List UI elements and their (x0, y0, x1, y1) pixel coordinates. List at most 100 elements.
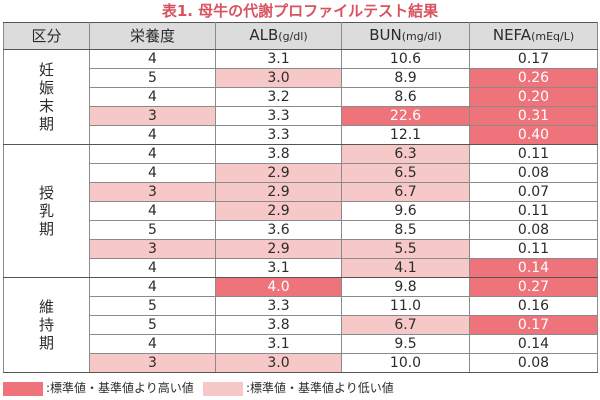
cell-bun: 6.5 (341, 163, 470, 183)
table-row: 3 3.3 22.6 0.31 (4, 106, 598, 126)
cell-alb: 2.9 (215, 201, 342, 221)
header-alb: ALB(g/dl) (215, 22, 342, 50)
table-row: 3 2.9 6.7 0.07 (4, 182, 598, 202)
cell-nefa: 0.11 (469, 144, 598, 164)
cell-bun: 10.6 (341, 49, 470, 69)
legend-label-low: :標準値・基準値より低い値 (246, 381, 394, 395)
group-label-char: 娠 (38, 79, 54, 97)
cell-bun: 6.7 (341, 182, 470, 202)
cell-nutrition-score: 3 (89, 106, 216, 126)
cell-bun: 9.5 (341, 334, 470, 354)
cell-nutrition-score: 4 (89, 258, 216, 278)
header-bun: BUN(mg/dl) (341, 22, 470, 50)
group-label-cell: 妊娠末期 (3, 49, 90, 145)
header-label: NEFA (492, 26, 532, 44)
cell-nefa: 0.27 (469, 277, 598, 297)
cell-alb: 3.1 (215, 258, 342, 278)
cell-nutrition-score: 4 (89, 125, 216, 145)
cell-nefa: 0.08 (469, 163, 598, 183)
group-label-char: 授 (38, 184, 54, 202)
table-row: 妊娠末期 4 3.1 10.6 0.17 (3, 49, 598, 145)
group-label-char: 妊 (38, 61, 54, 79)
cell-bun: 9.8 (341, 277, 470, 297)
cell-nutrition-score: 4 (89, 49, 216, 69)
cell-bun: 8.9 (341, 68, 470, 88)
cell-nefa: 0.26 (469, 68, 598, 88)
cell-nutrition-score: 5 (89, 296, 216, 316)
cell-alb: 4.0 (215, 277, 342, 297)
group-label-cell: 維持期 (3, 277, 90, 373)
table-row: 4 2.9 6.5 0.08 (4, 163, 598, 183)
group-label-char: 期 (38, 220, 54, 238)
cell-bun: 22.6 (341, 106, 470, 126)
table-row: 4 3.3 12.1 0.40 (4, 125, 598, 145)
cell-nutrition-score: 5 (89, 68, 216, 88)
cell-alb: 3.3 (215, 106, 342, 126)
header-unit: (g/dl) (278, 30, 308, 43)
cell-nefa: 0.11 (469, 201, 598, 221)
group-label-char: 期 (38, 334, 54, 352)
header-unit: (mg/dl) (401, 30, 442, 43)
legend-swatch-low (203, 381, 243, 396)
cell-nutrition-score: 3 (89, 353, 216, 373)
table-title: 表1. 母牛の代謝プロファイルテスト結果 (161, 2, 439, 20)
table-row: 4 3.1 9.5 0.14 (4, 334, 598, 354)
table-row: 5 3.8 6.7 0.17 (4, 315, 598, 335)
cell-alb: 3.2 (215, 87, 342, 107)
cell-nefa: 0.31 (469, 106, 598, 126)
group-label-char: 末 (38, 97, 54, 115)
cell-alb: 3.0 (215, 353, 342, 373)
cell-nutrition-score: 5 (89, 315, 216, 335)
group-label-char: 期 (38, 115, 54, 133)
cell-alb: 3.1 (215, 334, 342, 354)
table-row: 5 3.0 8.9 0.26 (4, 68, 598, 88)
cell-bun: 12.1 (341, 125, 470, 145)
legend-swatch-high (3, 381, 43, 396)
group-label-cell: 授乳期 (3, 144, 90, 278)
header-label: 区分 (31, 27, 62, 45)
cell-nutrition-score: 4 (89, 144, 216, 164)
header-label: BUN (369, 26, 402, 44)
legend-item-high: :標準値・基準値より高い値 (3, 380, 194, 396)
table-row: 4 3.1 4.1 0.14 (4, 258, 598, 278)
cell-alb: 2.9 (215, 163, 342, 183)
cell-bun: 11.0 (341, 296, 470, 316)
cell-bun: 5.5 (341, 239, 470, 259)
table-row: 5 3.3 11.0 0.16 (4, 296, 598, 316)
cell-alb: 3.8 (215, 144, 342, 164)
group-label-char: 維 (38, 298, 54, 316)
cell-nutrition-score: 4 (89, 201, 216, 221)
cell-nefa: 0.17 (469, 315, 598, 335)
cell-nefa: 0.20 (469, 87, 598, 107)
cell-alb: 3.8 (215, 315, 342, 335)
table-row: 5 3.6 8.5 0.08 (4, 220, 598, 240)
cell-nefa: 0.16 (469, 296, 598, 316)
cell-alb: 3.3 (215, 296, 342, 316)
cell-nefa: 0.14 (469, 334, 598, 354)
header-row: 区分 栄養度 ALB(g/dl) BUN(mg/dl) NEFA(mEq/L) (3, 22, 598, 50)
cell-alb: 2.9 (215, 239, 342, 259)
cell-nefa: 0.40 (469, 125, 598, 145)
cell-alb: 3.1 (215, 49, 342, 69)
cell-alb: 3.0 (215, 68, 342, 88)
group-label-char: 持 (38, 316, 54, 334)
cell-alb: 3.3 (215, 125, 342, 145)
cell-bun: 6.3 (341, 144, 470, 164)
cell-nutrition-score: 3 (89, 182, 216, 202)
header-category: 区分 (3, 22, 90, 50)
cell-bun: 6.7 (341, 315, 470, 335)
cell-nefa: 0.08 (469, 353, 598, 373)
cell-nutrition-score: 4 (89, 277, 216, 297)
table-row: 4 3.2 8.6 0.20 (4, 87, 598, 107)
metabolic-profile-table: 区分 栄養度 ALB(g/dl) BUN(mg/dl) NEFA(mEq/L) … (3, 22, 598, 373)
cell-nefa: 0.08 (469, 220, 598, 240)
cell-alb: 2.9 (215, 182, 342, 202)
cell-bun: 4.1 (341, 258, 470, 278)
header-unit: (mEq/L) (531, 30, 575, 43)
cell-nutrition-score: 4 (89, 87, 216, 107)
cell-nutrition-score: 3 (89, 239, 216, 259)
table-row: 3 2.9 5.5 0.11 (4, 239, 598, 259)
cell-nutrition-score: 4 (89, 334, 216, 354)
table-body: 妊娠末期 4 3.1 10.6 0.17 5 3.0 8.9 0.26 4 3.2 8.6 0.20 3 3… (3, 49, 598, 373)
table-row: 維持期 4 4.0 9.8 0.27 (3, 277, 598, 373)
